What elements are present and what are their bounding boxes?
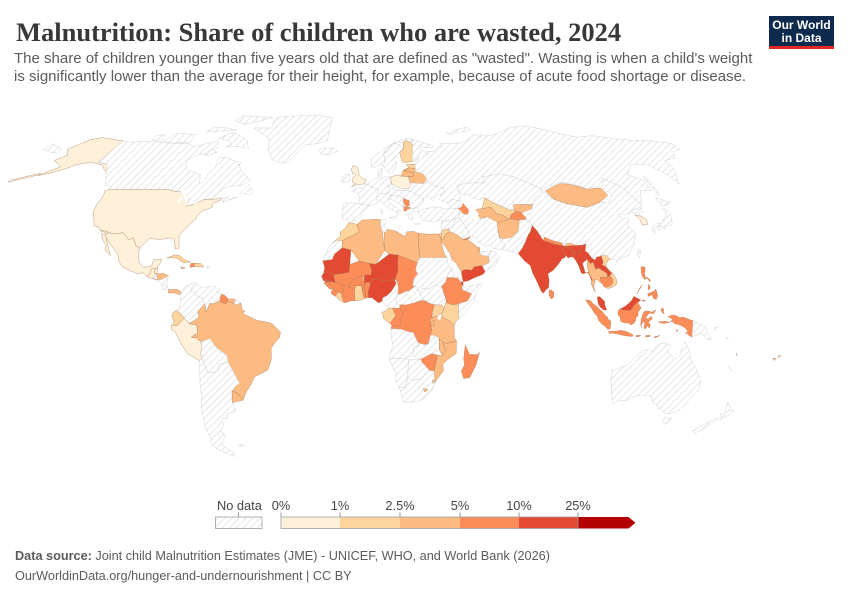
svg-text:5%: 5% bbox=[451, 498, 470, 513]
svg-text:1%: 1% bbox=[331, 498, 350, 513]
svg-text:2.5%: 2.5% bbox=[385, 498, 414, 513]
svg-text:10%: 10% bbox=[506, 498, 532, 513]
svg-text:25%: 25% bbox=[565, 498, 591, 513]
svg-text:0%: 0% bbox=[272, 498, 291, 513]
svg-text:No data: No data bbox=[217, 498, 263, 513]
